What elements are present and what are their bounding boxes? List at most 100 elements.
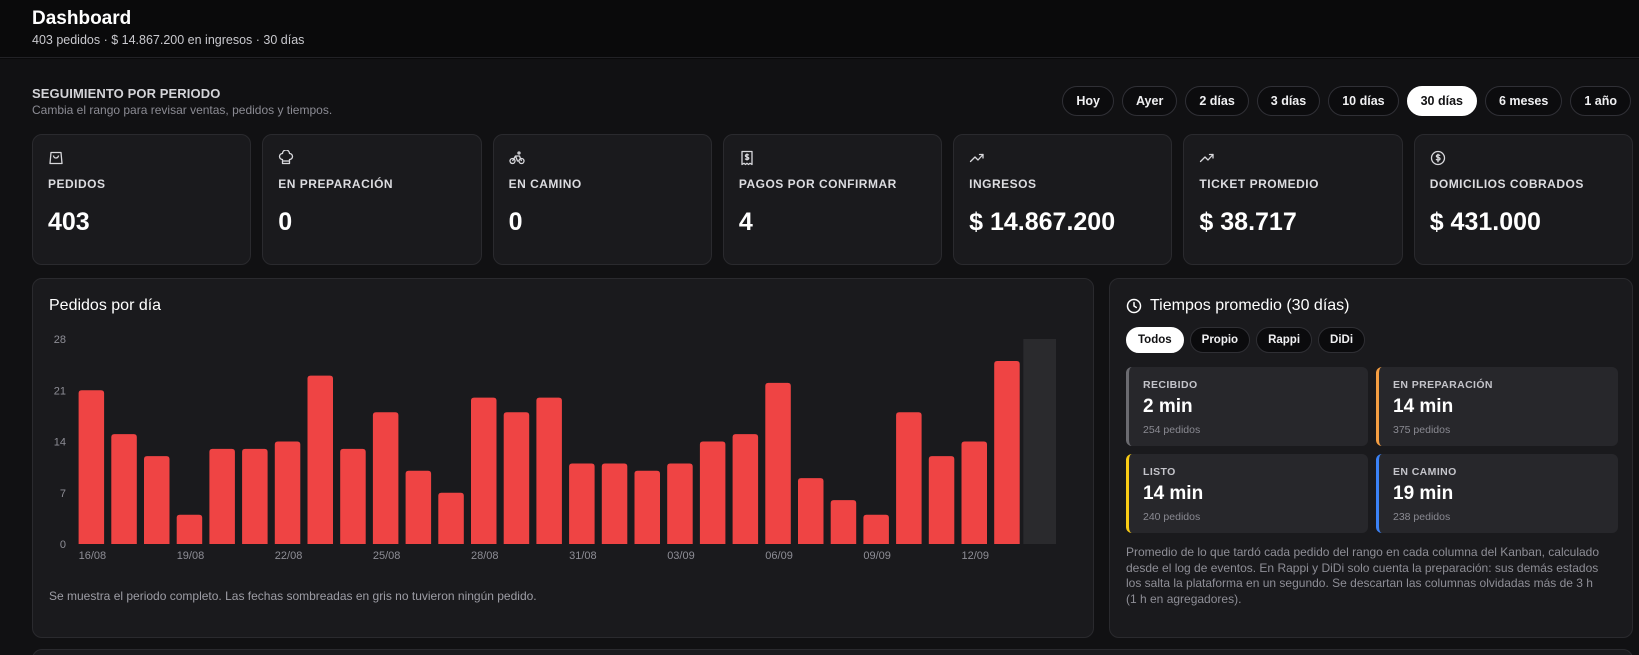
- bar[interactable]: [503, 412, 530, 544]
- x-tick-label: 22/08: [275, 550, 303, 562]
- bar[interactable]: [699, 441, 726, 545]
- bar[interactable]: [928, 456, 955, 544]
- time-box-en-preparacion: EN PREPARACIÓN 14 min 375 pedidos: [1376, 367, 1618, 446]
- period-section-subtitle: Cambia el rango para revisar ventas, ped…: [32, 103, 333, 117]
- time-box-count: 240 pedidos: [1143, 511, 1201, 523]
- time-box-value: 19 min: [1393, 483, 1454, 504]
- range-button-30-dias[interactable]: 30 días: [1406, 86, 1477, 116]
- average-times-title: Tiempos promedio (30 días): [1150, 297, 1350, 314]
- bar[interactable]: [863, 514, 889, 544]
- stat-card-en-preparacion: EN PREPARACIÓN 0: [262, 134, 482, 265]
- range-button-1-ano[interactable]: 1 año: [1570, 86, 1631, 116]
- stat-label: TICKET PROMEDIO: [1199, 177, 1319, 191]
- time-box-en-camino: EN CAMINO 19 min 238 pedidos: [1376, 454, 1618, 533]
- bar[interactable]: [536, 397, 562, 544]
- tab-todos[interactable]: Todos: [1126, 327, 1184, 353]
- chef-hat-icon: [278, 149, 294, 166]
- average-times-header: Tiempos promedio (30 días): [1126, 297, 1350, 315]
- chart-note: Se muestra el periodo completo. Las fech…: [49, 589, 537, 603]
- stat-card-domicilios-cobrados: DOMICILIOS COBRADOS $ 431.000: [1413, 134, 1633, 265]
- stat-label: EN CAMINO: [508, 177, 582, 191]
- bar[interactable]: [601, 463, 628, 544]
- bar[interactable]: [961, 441, 988, 545]
- tab-didi[interactable]: DiDi: [1318, 327, 1366, 353]
- bar[interactable]: [340, 448, 366, 544]
- x-tick-label: 12/09: [961, 550, 989, 562]
- stat-value: $ 431.000: [1429, 208, 1541, 236]
- orders-bar-chart: 0 7 14 21 28 16/08 19/08 22/08 25/08 28/08 31/08 03…: [54, 334, 1056, 562]
- chart-title: Pedidos por día: [49, 297, 162, 314]
- bar[interactable]: [994, 360, 1020, 544]
- range-button-2-dias[interactable]: 2 días: [1185, 86, 1249, 116]
- x-tick-label: 25/08: [373, 550, 401, 562]
- x-tick-label: 16/08: [79, 550, 107, 562]
- bike-icon: [508, 150, 525, 166]
- bar[interactable]: [732, 434, 759, 544]
- bar[interactable]: [667, 463, 693, 544]
- x-tick-label: 06/09: [765, 550, 793, 562]
- range-button-3-dias[interactable]: 3 días: [1256, 86, 1321, 116]
- range-button-ayer[interactable]: Ayer: [1121, 86, 1178, 116]
- stat-value: $ 14.867.200: [969, 208, 1116, 236]
- y-tick-label: 21: [54, 385, 66, 397]
- time-box-listo: LISTO 14 min 240 pedidos: [1126, 454, 1368, 533]
- y-tick-label: 7: [60, 488, 66, 500]
- range-button-hoy[interactable]: Hoy: [1062, 86, 1114, 116]
- time-box-label: EN PREPARACIÓN: [1393, 379, 1493, 391]
- stat-card-ticket-promedio: TICKET PROMEDIO $ 38.717: [1183, 134, 1403, 265]
- bar[interactable]: [896, 412, 922, 544]
- range-selector: Hoy Ayer 2 días 3 días 10 días 30 días 6…: [1062, 86, 1631, 116]
- times-grid: RECIBIDO 2 min 254 pedidos EN PREPARACIÓ…: [1126, 367, 1618, 533]
- bar[interactable]: [634, 470, 661, 544]
- bar[interactable]: [143, 456, 170, 544]
- receipt-dollar-icon: [739, 150, 755, 166]
- top-bar: Dashboard 403 pedidos · $ 14.867.200 en …: [0, 0, 1639, 58]
- range-button-10-dias[interactable]: 10 días: [1328, 86, 1399, 116]
- page-subtitle: 403 pedidos · $ 14.867.200 en ingresos ·…: [32, 33, 305, 47]
- x-tick-label: 31/08: [569, 550, 597, 562]
- bar[interactable]: [307, 375, 334, 544]
- empty-day-bar[interactable]: [1023, 339, 1056, 544]
- dollar-circle-icon: [1430, 150, 1446, 166]
- bar[interactable]: [209, 448, 235, 544]
- bar[interactable]: [569, 463, 595, 544]
- x-tick-label: 28/08: [471, 550, 499, 562]
- tab-propio[interactable]: Propio: [1189, 327, 1251, 353]
- bar[interactable]: [797, 478, 824, 544]
- bar[interactable]: [274, 441, 301, 545]
- time-box-count: 375 pedidos: [1393, 424, 1451, 436]
- bar[interactable]: [372, 412, 399, 544]
- bar[interactable]: [470, 397, 497, 544]
- period-section-title: SEGUIMIENTO POR PERIODO: [32, 86, 221, 101]
- stat-label: DOMICILIOS COBRADOS: [1429, 177, 1584, 191]
- stat-label: EN PREPARACIÓN: [278, 177, 394, 191]
- x-tick-label: 19/08: [177, 550, 205, 562]
- trending-up-icon: [969, 150, 985, 166]
- bar[interactable]: [111, 434, 137, 544]
- stat-value: 0: [278, 208, 293, 236]
- y-tick-label: 14: [54, 437, 66, 449]
- time-box-value: 2 min: [1143, 396, 1193, 417]
- bar[interactable]: [405, 470, 432, 544]
- y-tick-label: 0: [60, 539, 66, 551]
- time-box-count: 254 pedidos: [1143, 424, 1201, 436]
- tab-rappi[interactable]: Rappi: [1256, 327, 1313, 353]
- bar[interactable]: [830, 500, 857, 544]
- time-box-value: 14 min: [1143, 483, 1204, 504]
- stat-card-pedidos: PEDIDOS 403: [32, 134, 252, 265]
- x-tick-label: 09/09: [863, 550, 891, 562]
- stat-value: 0: [508, 208, 523, 236]
- bar[interactable]: [78, 390, 105, 544]
- time-box-label: LISTO: [1143, 466, 1176, 478]
- bar[interactable]: [242, 448, 268, 544]
- time-box-count: 238 pedidos: [1393, 511, 1451, 523]
- average-times-card: Tiempos promedio (30 días) Todos Propio …: [1109, 278, 1633, 638]
- range-button-6-meses[interactable]: 6 meses: [1484, 86, 1563, 116]
- time-box-label: RECIBIDO: [1143, 379, 1198, 391]
- bar[interactable]: [438, 492, 464, 544]
- y-tick-label: 28: [54, 334, 66, 346]
- stat-label: PEDIDOS: [48, 177, 106, 191]
- shopping-bag-icon: [48, 150, 64, 166]
- bar[interactable]: [765, 382, 791, 544]
- bar[interactable]: [176, 514, 203, 544]
